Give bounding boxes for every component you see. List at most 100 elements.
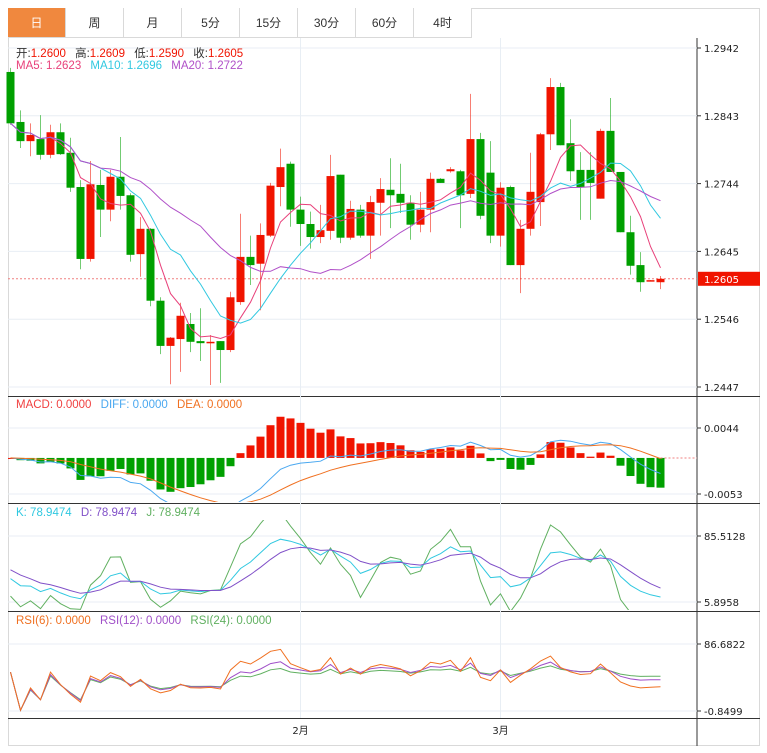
candle-down [66,152,75,188]
diff-line [10,439,661,502]
candle-up [136,228,145,255]
rsi12-value: RSI(12): 0.0000 [100,615,182,627]
macd-bar-down [186,457,195,488]
low-label: 低: [134,48,149,60]
macd-bar-down [646,457,655,488]
candle-down [396,193,405,203]
candle-up [276,167,285,188]
k-line [10,538,661,600]
macd-bar-up [276,416,285,458]
candle-down [586,169,595,183]
macd-bar-up [606,455,615,458]
ma5-value: MA5: 1.2623 [16,60,82,72]
open-value: 1.2600 [30,48,66,60]
current-price-label: 1.2605 [704,275,739,286]
candle-down [406,202,415,225]
macd-legend: MACD: 0.0000 DIFF: 0.0000 DEA: 0.0000 [16,399,248,411]
macd-bar-down [116,457,125,469]
macd-bar-down [526,457,535,465]
macd-bar-down [486,457,495,462]
candle-up [256,234,265,264]
macd-bar-up [586,456,595,458]
rsi12-line [10,661,661,712]
macd-bar-up [256,436,265,458]
candle-up [546,87,555,135]
x-axis-label: 3月 [492,725,508,737]
macd-bar-down [146,457,155,481]
rsi24-line [10,665,661,712]
kdj-axis-label: 5.8958 [704,598,739,609]
ma10-line [10,122,661,324]
tab-5min[interactable]: 5分 [182,8,240,38]
macd-bar-down [216,457,225,477]
tab-60min[interactable]: 60分 [356,8,414,38]
macd-bar-down [496,457,505,460]
candle-up [226,297,235,351]
candle-down [186,323,195,342]
ma-legend: MA5: 1.2623 MA10: 1.2696 MA20: 1.2722 [16,60,249,72]
candle-up [86,184,95,259]
candle-down [626,232,635,266]
candle-down [156,300,165,346]
candle-up [316,230,325,238]
candle-up [496,187,505,236]
candle-down [146,228,155,301]
candle-up [516,228,525,266]
macd-bar-down [516,457,525,470]
candle-up [656,278,665,283]
d-value: D: 78.9474 [80,507,138,519]
candle-up [176,315,185,340]
candle-down [456,171,465,196]
candle-up [346,208,355,238]
tab-4hour[interactable]: 4时 [414,8,472,38]
macd-bar-up [306,428,315,458]
ma5-line [10,122,661,340]
candle-down [246,256,255,266]
ma20-line [10,122,661,274]
macd-bar-up [366,443,375,458]
close-label: 收: [193,48,208,60]
candle-down [36,139,45,155]
candle-up [466,139,475,194]
macd-bar-up [596,452,605,458]
candle-up [526,191,535,229]
close-value: 1.2605 [207,48,244,60]
macd-bar-down [26,457,35,461]
macd-bar-down [506,457,515,470]
candle-down [576,169,585,188]
candle-up [326,176,335,231]
tab-30min[interactable]: 30分 [298,8,356,38]
macd-bar-up [266,425,275,458]
macd-bar-up [436,448,445,458]
macd-bar-down [636,457,645,484]
high-label: 高: [75,48,90,60]
rsi6-line [10,648,661,712]
macd-bar-up [406,450,415,458]
macd-bar-down [656,457,665,488]
price-axis-label: 1.2942 [704,44,739,55]
candle-up [206,341,215,344]
candle-down [6,71,15,124]
low-value: 1.2590 [148,48,185,60]
macd-bar-down [156,457,165,490]
macd-bar-up [466,445,475,458]
tab-15min[interactable]: 15分 [240,8,298,38]
rsi-axis-label: 86.6822 [704,640,745,651]
macd-bar-up [346,438,355,458]
kdj-axis-label: 85.5128 [704,532,745,543]
rsi-legend: RSI(6): 0.0000 RSI(12): 0.0000 RSI(24): … [16,615,278,627]
candle-up [646,280,655,282]
macd-bar-down [616,457,625,466]
tab-month[interactable]: 月 [124,8,182,38]
macd-bar-up [566,447,575,458]
candle-down [476,139,485,216]
candle-down [116,176,125,196]
candle-down [76,187,85,259]
tab-day[interactable]: 日 [8,8,66,38]
tab-week[interactable]: 周 [66,8,124,38]
rsi24-value: RSI(24): 0.0000 [190,615,272,627]
macd-bar-up [456,450,465,458]
macd-bar-up [536,454,545,458]
macd-axis-label: 0.0044 [704,424,739,435]
